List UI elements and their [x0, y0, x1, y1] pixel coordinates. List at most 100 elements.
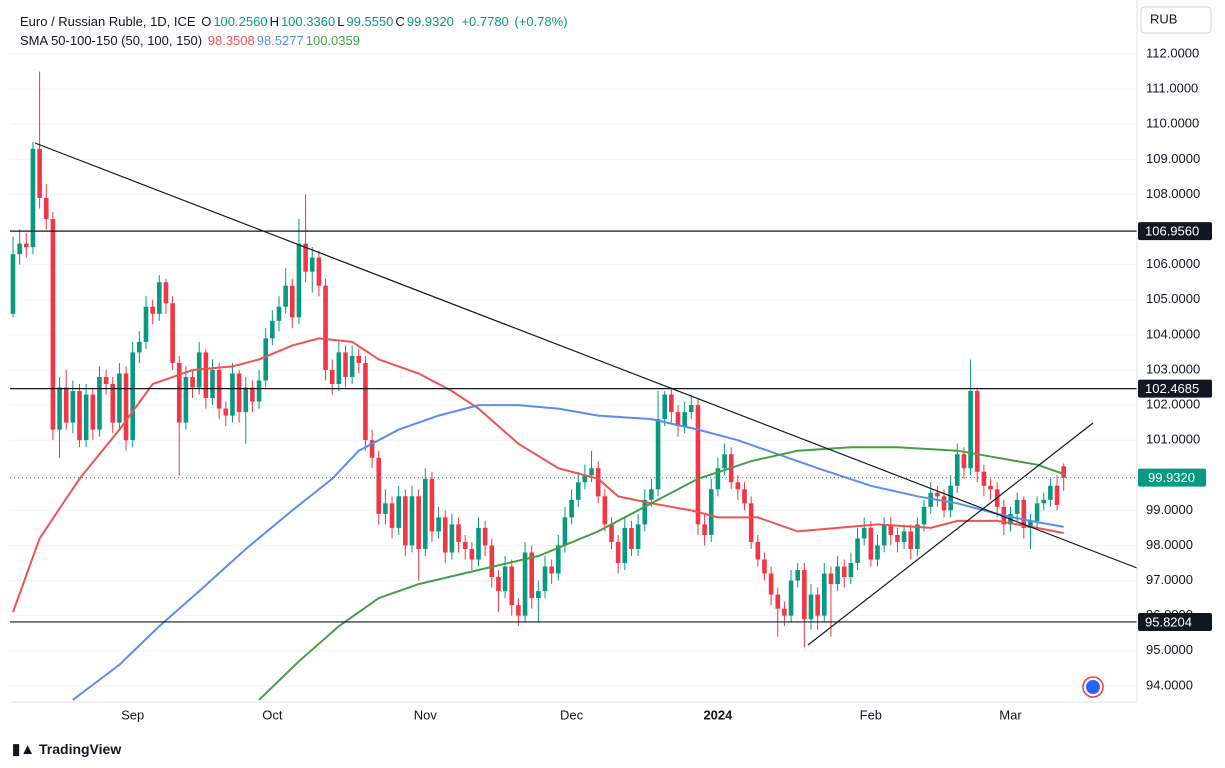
y-tick-label: 112.0000 [1146, 45, 1199, 60]
change-percent: (+0.78%) [514, 14, 568, 29]
field-key: C [395, 14, 405, 29]
candle-body [908, 531, 914, 549]
candle-body [263, 338, 268, 381]
candle-body [343, 352, 348, 377]
candle-body [143, 306, 149, 342]
candle-body [828, 573, 834, 585]
candle-body [276, 306, 282, 321]
candle-body [675, 412, 681, 427]
candle-body [589, 468, 594, 476]
level-label: 106.9560 [1145, 224, 1199, 239]
x-tick-label: Sep [121, 707, 144, 722]
candle-body [569, 499, 574, 518]
brand[interactable]: ▮▲ TradingView [12, 741, 122, 758]
candle-body [296, 243, 302, 318]
candle-body [635, 524, 641, 549]
candle-body [928, 492, 933, 507]
candle-body [423, 478, 428, 549]
candle-body [482, 527, 488, 546]
candle-body [256, 380, 262, 402]
candle-body [1048, 485, 1053, 500]
candle-body [1054, 485, 1060, 505]
indicator[interactable]: SMA 50-100-150 (50, 100, 150) [20, 33, 203, 48]
candle-body [183, 376, 189, 423]
candle-body [77, 391, 82, 441]
candle-body [316, 257, 322, 286]
candle-body [190, 376, 195, 388]
candle-body [103, 376, 109, 384]
candle-body [1061, 466, 1066, 478]
candle-body [988, 485, 993, 490]
candle-body [649, 489, 654, 500]
currency[interactable]: RUB [1150, 11, 1177, 26]
trendline [34, 142, 1138, 569]
y-tick-label: 98.0000 [1146, 537, 1193, 552]
candle-body [509, 566, 515, 606]
field-value: 100.3360 [280, 14, 336, 29]
candle-body [176, 362, 182, 423]
currency-box[interactable] [1140, 6, 1212, 34]
candle-body [788, 580, 794, 616]
level-label-box [1138, 612, 1212, 631]
candle-body [1034, 503, 1040, 521]
change: +0.7780 [461, 14, 509, 29]
sma-line [12, 337, 1064, 613]
candle-body [1014, 499, 1020, 514]
candle-body [117, 373, 122, 423]
candle-body [1041, 499, 1047, 504]
candle-body [83, 394, 89, 441]
candle-body [708, 489, 714, 535]
candle-body [981, 471, 987, 486]
candle-body [955, 454, 960, 486]
y-tick-label: 105.0000 [1146, 291, 1200, 306]
globe-icon[interactable] [1082, 676, 1104, 698]
candle-body [735, 482, 741, 490]
candle-body [489, 545, 495, 578]
candle-body [110, 383, 116, 423]
y-tick-label: 94.0000 [1146, 677, 1193, 692]
y-tick-label: 101.0000 [1146, 432, 1200, 447]
candle-body [835, 566, 840, 585]
candle-body [595, 468, 601, 497]
candle-body [97, 376, 102, 430]
candle-body [762, 559, 767, 574]
level-label-box [1138, 222, 1212, 241]
candle-body [449, 524, 455, 553]
axes: 94.000095.000096.000097.000098.000099.00… [121, 45, 1212, 722]
candle-body [123, 373, 129, 441]
candle-body [216, 369, 222, 409]
field-key: H [269, 14, 279, 29]
candle-body [43, 197, 49, 220]
candle-body [10, 254, 16, 314]
candle-body [875, 545, 880, 560]
last-price-box [1138, 468, 1206, 487]
field-key: O [201, 14, 212, 29]
x-tick-label: Nov [414, 707, 438, 722]
y-tick-label: 99.0000 [1146, 502, 1193, 517]
symbol[interactable]: Euro / Russian Ruble, 1D, ICE [20, 14, 196, 29]
candle-body [689, 405, 694, 413]
candle-body [961, 454, 967, 469]
brand-name[interactable]: TradingView [39, 741, 122, 757]
candle-body [130, 352, 135, 441]
candle-body [861, 527, 867, 539]
x-tick-label: Mar [999, 707, 1022, 722]
candle-body [695, 405, 701, 525]
field-value: 99.5550 [346, 14, 394, 29]
candle-body [336, 352, 342, 384]
candle-body [363, 362, 368, 441]
candle-body [223, 408, 229, 416]
candle-body [476, 527, 481, 560]
candle-body [349, 355, 355, 377]
candle-body [881, 524, 887, 546]
candle-body [968, 391, 973, 469]
candle-body [855, 538, 860, 564]
candle-body [1028, 520, 1033, 528]
candle-body [24, 243, 29, 248]
candle-body [396, 496, 401, 528]
field-key: L [337, 14, 345, 29]
candle-body [742, 489, 747, 504]
candle-body [782, 608, 787, 616]
candle-body [815, 594, 820, 616]
candle-body [50, 219, 56, 430]
